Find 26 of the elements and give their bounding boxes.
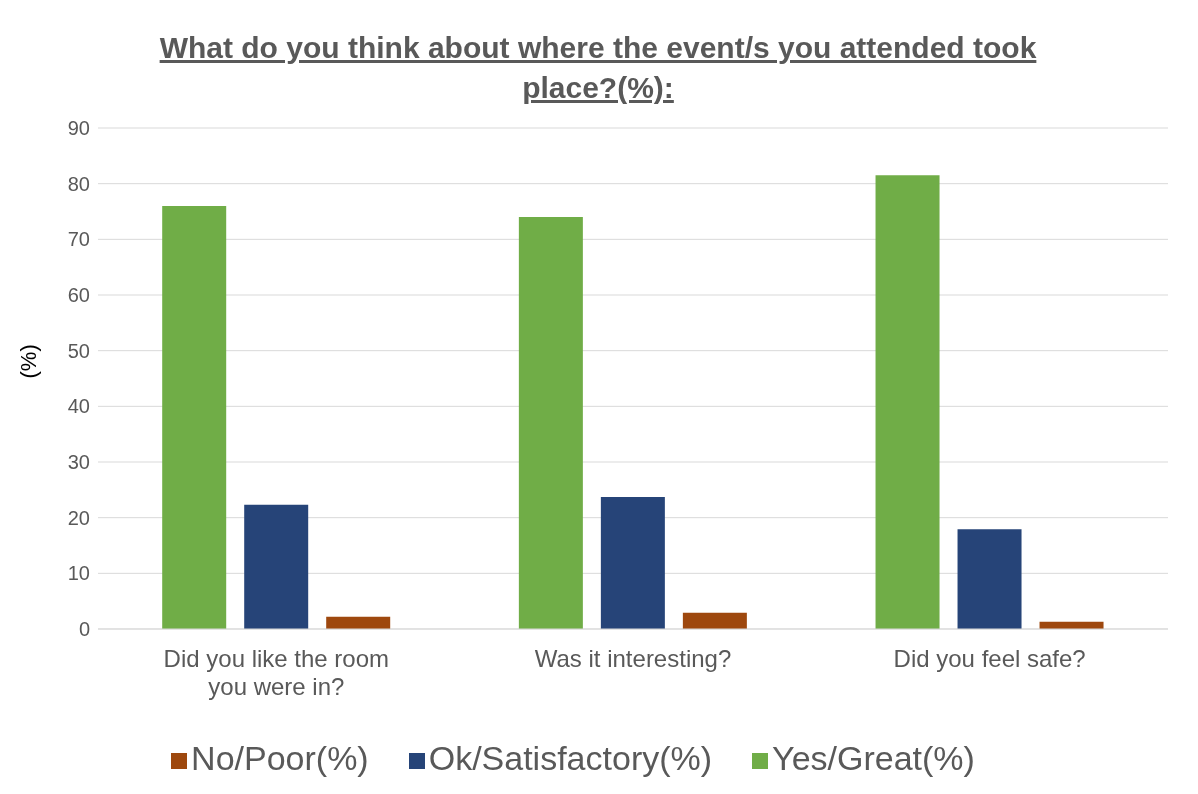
bar — [518, 217, 583, 629]
y-tick-label: 0 — [78, 618, 90, 641]
bar — [875, 175, 940, 629]
legend-label: Ok/Satisfactory(%) — [428, 739, 713, 777]
y-tick-label: 80 — [67, 172, 90, 195]
y-tick-label: 60 — [67, 284, 90, 307]
y-tick-label: 20 — [67, 506, 90, 529]
legend-label: No/Poor(%) — [191, 739, 369, 777]
x-tick-label: Did you like the room you were in? — [163, 645, 390, 700]
legend-label: Yes/Great(%) — [772, 739, 975, 777]
x-tick-label: Did you feel safe? — [893, 645, 1086, 672]
y-tick-label: 30 — [67, 451, 90, 474]
y-tick-label: 40 — [67, 395, 90, 418]
x-tick-label: Was it interesting? — [534, 645, 732, 672]
y-tick-label: 50 — [67, 339, 90, 362]
bar — [957, 529, 1022, 629]
chart-title: What do you think about where the event/s you attended took place?(%): — [158, 30, 1038, 106]
bar — [600, 497, 665, 629]
y-tick-label: 10 — [67, 562, 90, 585]
y-tick-label: 90 — [67, 117, 90, 140]
bar — [162, 205, 227, 629]
y-axis-title: (%) — [15, 344, 41, 379]
bar — [326, 616, 391, 629]
y-tick-label: 70 — [67, 228, 90, 251]
bar — [682, 612, 747, 629]
bar — [244, 504, 309, 629]
